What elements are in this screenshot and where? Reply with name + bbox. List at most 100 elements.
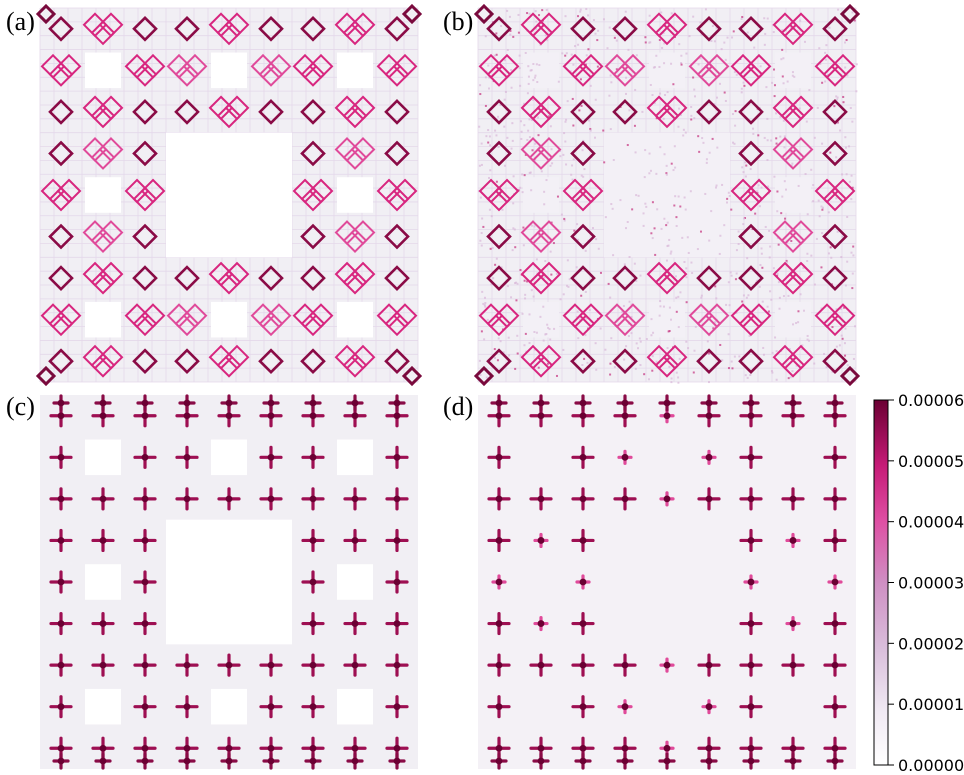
noise-speck xyxy=(749,373,752,376)
cross-core xyxy=(537,661,545,669)
noise-speck xyxy=(851,272,854,275)
diamond-mark xyxy=(140,178,166,204)
noise-speck xyxy=(758,285,761,288)
noise-speck xyxy=(534,158,537,161)
diamond-mark xyxy=(822,61,848,87)
noise-speck xyxy=(587,48,590,51)
noise-speck xyxy=(642,212,645,215)
noise-speck xyxy=(666,245,669,248)
diamond-mark xyxy=(578,178,604,204)
noise-speck xyxy=(527,65,530,68)
noise-speck xyxy=(634,367,637,370)
noise-speck xyxy=(701,137,704,140)
noise-speck xyxy=(597,29,600,32)
noise-speck xyxy=(609,74,612,77)
noise-speck xyxy=(494,129,497,132)
noise-speck xyxy=(624,10,627,13)
noise-speck xyxy=(766,305,769,308)
noise-speck xyxy=(779,135,782,138)
noise-speck xyxy=(763,17,766,20)
noise-speck xyxy=(608,26,611,29)
noise-speck xyxy=(810,168,813,171)
noise-speck xyxy=(666,91,669,94)
noise-speck xyxy=(824,58,827,61)
noise-speck xyxy=(528,171,531,174)
noise-speck xyxy=(687,347,690,350)
noise-speck xyxy=(791,370,794,373)
noise-speck xyxy=(543,203,546,206)
noise-speck xyxy=(692,76,695,79)
noise-speck xyxy=(506,136,509,139)
noise-speck xyxy=(609,296,612,299)
panel-c-heatmap xyxy=(40,394,418,770)
cross-core xyxy=(351,412,359,420)
noise-speck xyxy=(575,266,578,269)
cross-core xyxy=(183,495,191,503)
noise-speck xyxy=(682,134,685,137)
noise-speck xyxy=(535,331,538,334)
noise-speck xyxy=(836,96,839,99)
noise-speck xyxy=(631,208,634,211)
noise-speck xyxy=(651,201,654,204)
noise-speck xyxy=(663,62,666,65)
noise-speck xyxy=(530,189,533,192)
noise-speck xyxy=(675,216,678,219)
noise-speck xyxy=(495,32,498,35)
noise-speck xyxy=(524,51,527,54)
noise-speck xyxy=(635,54,638,57)
noise-speck xyxy=(753,46,756,49)
cross-core xyxy=(225,757,233,765)
noise-speck xyxy=(563,132,566,135)
noise-speck xyxy=(572,63,575,66)
corner-mark xyxy=(401,3,423,25)
noise-speck xyxy=(715,184,718,187)
noise-speck xyxy=(849,106,852,109)
noise-speck xyxy=(689,190,692,193)
noise-speck xyxy=(820,266,823,269)
noise-speck xyxy=(713,103,716,106)
noise-speck xyxy=(532,98,535,101)
noise-speck xyxy=(683,196,686,199)
noise-speck xyxy=(723,224,726,227)
noise-speck xyxy=(766,159,769,162)
noise-speck xyxy=(503,164,506,167)
noise-speck xyxy=(587,14,590,17)
noise-speck xyxy=(699,21,702,24)
cross-core xyxy=(267,703,275,711)
noise-speck xyxy=(583,168,586,171)
colorbar-tick-label: 0.00000 xyxy=(898,756,964,775)
noise-speck xyxy=(655,54,658,57)
noise-speck xyxy=(712,327,715,330)
noise-speck xyxy=(757,134,760,137)
noise-speck xyxy=(565,163,568,166)
diamond-mark xyxy=(56,303,82,329)
diamond-mark xyxy=(528,269,554,295)
cross-core xyxy=(99,399,107,407)
noise-speck xyxy=(821,142,824,145)
diamond-mark xyxy=(258,311,284,337)
noise-speck xyxy=(731,36,734,39)
noise-speck xyxy=(782,57,785,60)
noise-speck xyxy=(534,10,537,13)
noise-speck xyxy=(628,256,631,259)
noise-speck xyxy=(699,230,702,233)
carpet-hole xyxy=(211,439,247,476)
noise-speck xyxy=(744,216,747,219)
cross-core xyxy=(351,537,359,544)
noise-speck xyxy=(564,140,567,143)
cross-core xyxy=(579,495,587,503)
cross-core xyxy=(537,412,545,420)
cross-core xyxy=(57,757,65,765)
noise-speck xyxy=(818,47,821,50)
noise-speck xyxy=(835,95,838,98)
noise-speck xyxy=(783,146,786,149)
noise-speck xyxy=(499,340,502,343)
noise-speck xyxy=(549,338,552,341)
noise-speck xyxy=(731,113,734,116)
diamond-mark xyxy=(570,186,596,212)
noise-speck xyxy=(478,164,481,167)
noise-speck xyxy=(675,371,678,374)
noise-speck xyxy=(782,295,785,298)
noise-speck xyxy=(825,366,828,369)
noise-speck xyxy=(571,178,574,181)
